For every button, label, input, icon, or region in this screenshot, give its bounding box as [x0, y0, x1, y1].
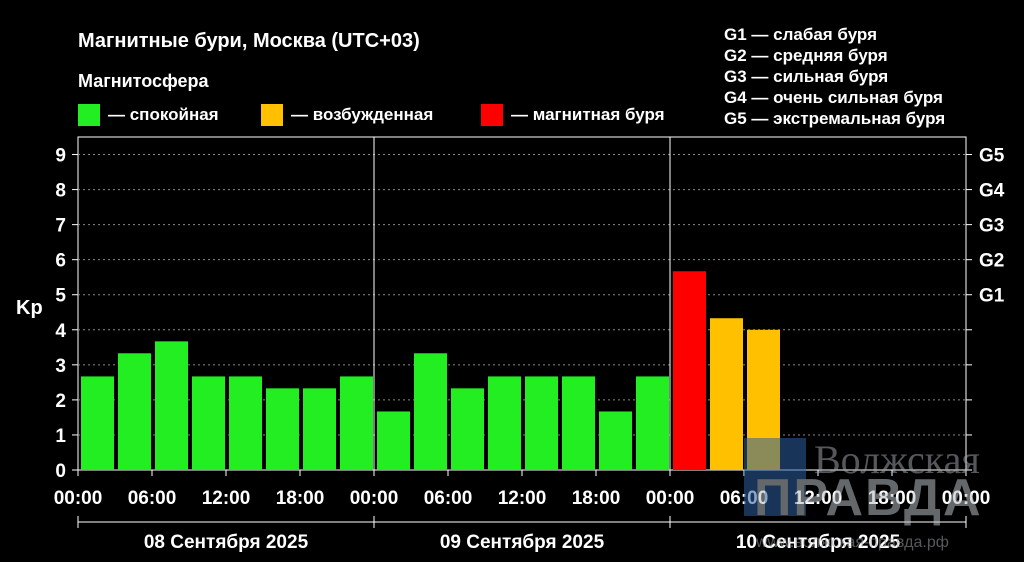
kp-bar — [81, 376, 114, 470]
legend-label-quiet: — спокойная — [108, 105, 219, 124]
day-label: 10 Сентября 2025 — [736, 532, 901, 553]
kp-bar — [377, 411, 410, 470]
x-tick-label: 00:00 — [646, 488, 695, 509]
legend-swatch-active — [261, 104, 283, 126]
kp-bar — [562, 376, 595, 470]
g-level-legend: G1 — слабая буря G2 — средняя буря G3 — … — [724, 24, 945, 129]
kp-bar — [340, 376, 373, 470]
x-tick-label: 18:00 — [276, 488, 325, 509]
legend-item-storm: — магнитная буря — [481, 104, 665, 126]
watermark-url: www.волжская-правда.рф — [756, 534, 949, 551]
watermark: Волжская ПРАВДА www.волжская-правда.рф — [744, 437, 1014, 556]
newspaper-logo-icon — [744, 438, 806, 516]
g-level-2: G2 — средняя буря — [724, 46, 888, 65]
y-tick-label: 2 — [55, 391, 66, 412]
x-tick-label: 06:00 — [128, 488, 177, 509]
g-tick-label: G1 — [979, 286, 1005, 307]
g-tick-label: G5 — [979, 146, 1005, 167]
kp-bar — [266, 388, 299, 470]
x-tick-label: 12:00 — [202, 488, 251, 509]
kp-bar — [451, 388, 484, 470]
kp-bar — [710, 318, 743, 470]
legend-item-active: — возбужденная — [261, 104, 433, 126]
x-tick-label: 06:00 — [424, 488, 473, 509]
kp-bar — [414, 353, 447, 470]
kp-bar — [192, 376, 225, 470]
kp-bar — [488, 376, 521, 470]
x-tick-label: 18:00 — [572, 488, 621, 509]
g-level-4: G4 — очень сильная буря — [724, 88, 943, 107]
kp-bar — [118, 353, 151, 470]
legend-label-active: — возбужденная — [291, 105, 434, 124]
g-level-5: G5 — экстремальная буря — [724, 109, 946, 128]
y-tick-label: 9 — [55, 146, 66, 167]
x-tick-label: 00:00 — [54, 488, 103, 509]
y-tick-label: 7 — [55, 216, 66, 237]
x-tick-label: 18:00 — [868, 488, 917, 509]
chart-subtitle: Магнитосфера — [78, 71, 209, 91]
g-level-3: G3 — сильная буря — [724, 67, 889, 86]
y-tick-label: 3 — [55, 356, 66, 377]
g-level-1: G1 — слабая буря — [724, 25, 878, 44]
legend-label-storm: — магнитная буря — [511, 105, 665, 124]
legend-item-quiet: — спокойная — [78, 104, 219, 126]
x-tick-label: 00:00 — [942, 488, 991, 509]
day-label: 09 Сентября 2025 — [440, 532, 605, 553]
y-tick-label: 5 — [55, 286, 66, 307]
y-axis-label: Kp — [16, 297, 43, 319]
x-tick-label: 00:00 — [350, 488, 399, 509]
kp-bar — [303, 388, 336, 470]
g-tick-label: G2 — [979, 251, 1004, 272]
kp-bar — [599, 411, 632, 470]
day-label: 08 Сентября 2025 — [144, 532, 309, 553]
x-tick-label: 12:00 — [498, 488, 547, 509]
kp-bar — [636, 376, 669, 470]
legend-swatch-quiet — [78, 104, 100, 126]
y-tick-label: 8 — [55, 181, 66, 202]
watermark-line1: Волжская — [814, 437, 980, 482]
kp-bar — [673, 271, 706, 470]
kp-bar — [155, 341, 188, 470]
y-tick-label: 1 — [55, 426, 66, 447]
y-tick-label: 6 — [55, 251, 66, 272]
g-tick-label: G4 — [979, 181, 1005, 202]
watermark-line2: ПРАВДА — [754, 469, 983, 527]
kp-bar — [229, 376, 262, 470]
kp-bar — [525, 376, 558, 470]
g-tick-label: G3 — [979, 216, 1004, 237]
y-tick-label: 4 — [55, 321, 66, 342]
y-tick-label: 0 — [55, 461, 66, 482]
legend-swatch-storm — [481, 104, 503, 126]
chart-title: Магнитные бури, Москва (UTC+03) — [78, 30, 420, 52]
